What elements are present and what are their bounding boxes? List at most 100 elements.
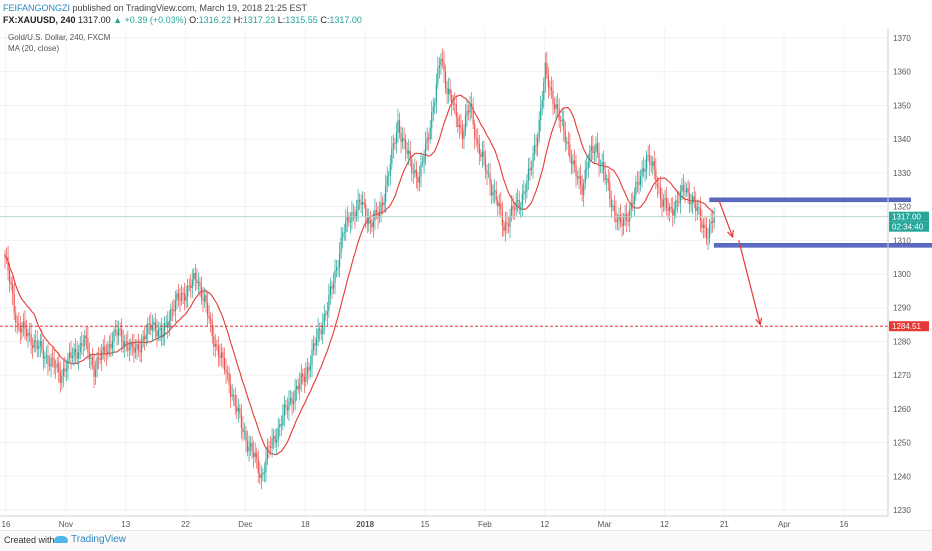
candle-body — [382, 202, 384, 205]
candle — [260, 465, 262, 490]
candle-body — [226, 372, 229, 374]
candle — [99, 347, 101, 365]
candle — [567, 131, 569, 156]
candle-body — [25, 328, 28, 337]
candle-body — [576, 176, 579, 179]
candle — [563, 108, 565, 142]
candle — [378, 201, 381, 224]
candle-body — [429, 128, 431, 140]
candle-body — [398, 120, 401, 134]
candle — [365, 198, 367, 229]
candle-body — [690, 203, 692, 205]
candle-body — [357, 199, 359, 211]
candle — [371, 218, 373, 233]
candle — [647, 145, 649, 162]
candle — [42, 339, 44, 370]
candle-body — [541, 100, 543, 108]
candle — [432, 97, 434, 122]
candle-body — [203, 295, 206, 301]
candle — [618, 207, 620, 232]
candle-body — [599, 164, 602, 166]
tradingview-logo[interactable]: TradingView — [54, 534, 126, 545]
candle — [294, 378, 296, 411]
candle-body — [464, 115, 467, 131]
time-axis[interactable]: 16 Nov 13 22 Dec 18 2018 15 Feb 12 Mar 12 21 Apr 16 — [2, 520, 849, 528]
change-value: +0.39 (+0.03%) — [124, 15, 187, 25]
candle — [44, 351, 46, 368]
candle — [323, 304, 325, 335]
candle — [345, 209, 347, 242]
price-tick-label: 1320 — [893, 203, 911, 212]
candle — [601, 153, 603, 174]
candle — [635, 175, 637, 201]
candle — [661, 188, 663, 218]
price-chart[interactable]: 1230124012501260127012801290130013101320… — [0, 28, 932, 528]
chart-title[interactable]: Gold/U.S. Dollar, 240, FXCM — [8, 33, 111, 42]
candle — [547, 67, 549, 99]
candle — [400, 126, 402, 154]
candle-body — [299, 383, 301, 390]
price-tick-label: 1270 — [893, 371, 911, 380]
candle-body — [28, 332, 31, 335]
candle-body — [463, 130, 465, 139]
candle — [619, 203, 622, 228]
symbol-label[interactable]: FX:XAUUSD, 240 — [3, 15, 76, 25]
time-tick-label: 2018 — [356, 520, 374, 528]
candle-body — [412, 172, 414, 174]
candle-body — [51, 357, 54, 359]
author-name[interactable]: FEIFANGONGZI — [3, 3, 71, 13]
candle — [474, 119, 476, 150]
candle — [357, 188, 359, 222]
candle-body — [50, 357, 52, 367]
candle — [503, 220, 505, 237]
candle-body — [41, 341, 43, 350]
candle-body — [153, 322, 155, 325]
candle — [412, 163, 414, 184]
high-value: 1317.23 — [242, 15, 276, 25]
candle — [286, 397, 289, 419]
candle — [153, 317, 155, 333]
price-label-box — [889, 211, 929, 222]
candle-body — [308, 366, 310, 371]
candle — [240, 404, 242, 439]
candle — [329, 277, 332, 305]
candle — [426, 127, 428, 151]
candle — [363, 192, 365, 209]
candle — [346, 206, 348, 232]
candle-body — [35, 340, 37, 342]
candle — [524, 183, 526, 204]
candle — [308, 361, 310, 380]
candle — [273, 429, 275, 450]
price-tick-label: 1310 — [893, 236, 911, 245]
candle-body — [544, 62, 546, 82]
candle — [523, 180, 525, 200]
candle-body — [99, 358, 101, 360]
candle-body — [81, 343, 83, 346]
candle — [561, 110, 563, 127]
candle — [15, 306, 17, 333]
candle-body — [32, 345, 34, 348]
candle — [471, 92, 473, 119]
candle — [575, 155, 577, 188]
candle — [652, 156, 654, 176]
candle — [148, 315, 150, 335]
candle — [606, 174, 608, 192]
plot-area[interactable] — [0, 28, 888, 516]
candle-body — [191, 279, 193, 289]
candle — [653, 150, 655, 180]
candle — [276, 428, 278, 454]
candle-body — [593, 151, 596, 153]
price-axis[interactable]: 1230 1240 1250 1260 1270 1280 1290 1300 1310 1320… — [893, 34, 911, 515]
candle-body — [461, 127, 464, 139]
candle-body — [467, 110, 470, 113]
candle-body — [30, 334, 32, 346]
candle-body — [214, 344, 216, 347]
annotations[interactable] — [0, 197, 932, 327]
candle-body — [363, 202, 365, 205]
indicator-label[interactable]: MA (20, close) — [8, 44, 59, 53]
candle-body — [289, 397, 292, 402]
candle — [183, 282, 186, 311]
candle-body — [687, 188, 689, 194]
candle-body — [253, 451, 255, 458]
